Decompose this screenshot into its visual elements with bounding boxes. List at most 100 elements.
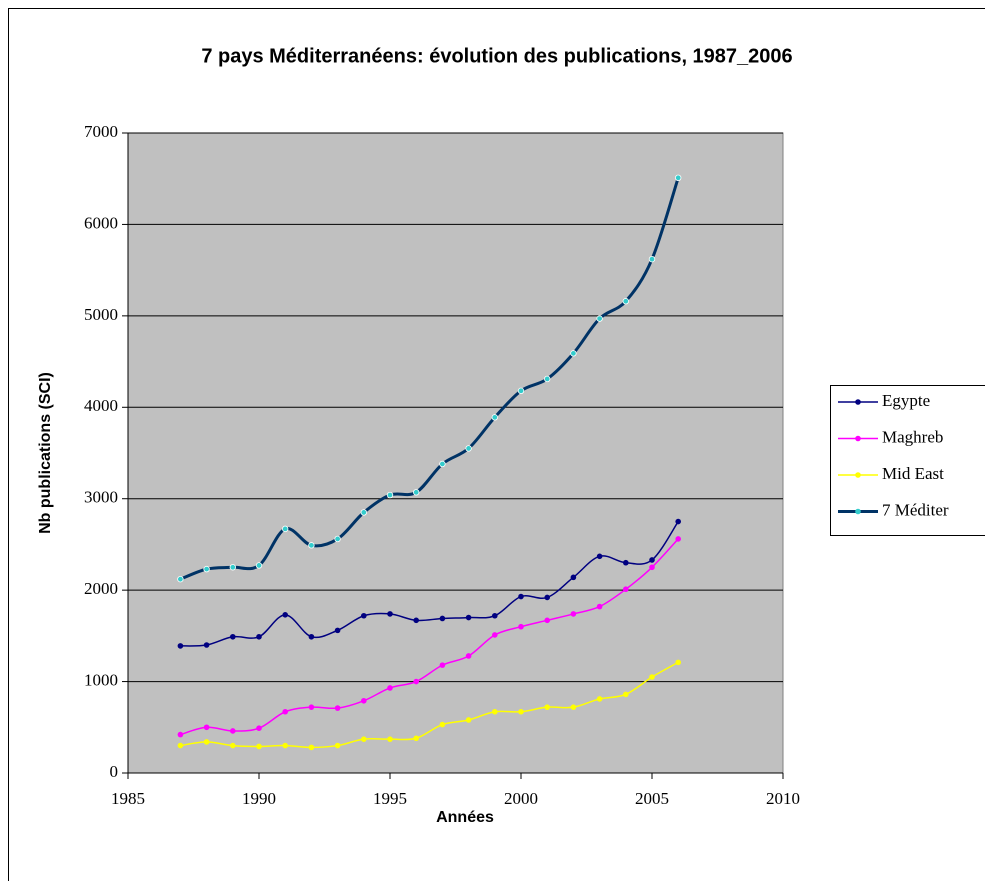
- y-tick-label: 4000: [84, 396, 118, 415]
- data-point: [492, 632, 498, 638]
- y-tick-label: 2000: [84, 579, 118, 598]
- legend-label: Maghreb: [882, 427, 943, 446]
- data-point: [623, 691, 629, 698]
- legend-marker: [855, 435, 861, 442]
- data-point: [334, 535, 341, 543]
- data-point: [387, 736, 393, 742]
- data-point: [517, 387, 525, 395]
- y-axis-label: Nb publications (SCI): [37, 372, 54, 534]
- data-point: [413, 678, 420, 685]
- data-point: [361, 612, 367, 619]
- data-point: [256, 633, 262, 640]
- data-point: [177, 575, 184, 583]
- data-point: [491, 414, 498, 421]
- data-point: [439, 662, 446, 668]
- data-point: [413, 617, 420, 624]
- data-point: [675, 174, 682, 181]
- x-tick-label: 1995: [373, 789, 407, 808]
- data-point: [518, 708, 524, 715]
- y-tick-label: 5000: [84, 305, 118, 324]
- data-point: [177, 742, 184, 749]
- data-point: [230, 633, 236, 640]
- data-point: [282, 708, 289, 715]
- y-tick-label: 1000: [84, 670, 118, 689]
- x-tick-label: 2010: [766, 789, 800, 808]
- data-point: [282, 525, 289, 533]
- data-point: [256, 725, 262, 731]
- data-point: [649, 674, 655, 680]
- data-point: [465, 653, 472, 659]
- y-tick-label: 7000: [84, 122, 118, 141]
- data-point: [649, 557, 655, 563]
- data-point: [439, 721, 446, 728]
- data-point: [229, 564, 236, 571]
- legend-label: Egypte: [882, 391, 930, 410]
- data-point: [230, 742, 236, 749]
- data-point: [675, 536, 681, 542]
- data-point: [360, 509, 367, 516]
- data-point: [308, 542, 315, 549]
- x-tick-label: 1985: [111, 789, 145, 808]
- legend-marker: [855, 472, 861, 478]
- data-point: [596, 315, 603, 322]
- data-point: [439, 615, 446, 622]
- data-point: [544, 375, 551, 383]
- data-point: [282, 612, 289, 618]
- data-point: [177, 643, 184, 649]
- data-point: [596, 603, 603, 610]
- legend-label: 7 Méditer: [882, 500, 949, 519]
- data-point: [492, 612, 498, 619]
- data-point: [308, 704, 315, 710]
- data-point: [308, 633, 315, 640]
- x-axis-label: Années: [436, 809, 494, 826]
- chart-title: 7 pays Méditerranéens: évolution des pub…: [201, 45, 792, 67]
- data-point: [386, 491, 394, 499]
- data-point: [334, 742, 341, 749]
- legend-marker: [855, 399, 861, 405]
- plot-area: [127, 132, 784, 774]
- data-point: [648, 255, 656, 263]
- data-point: [570, 574, 577, 581]
- data-point: [413, 735, 420, 742]
- data-point: [623, 586, 629, 593]
- data-point: [649, 564, 655, 571]
- data-point: [518, 623, 524, 630]
- data-point: [387, 685, 393, 691]
- data-point: [465, 614, 472, 621]
- data-point: [465, 445, 472, 452]
- data-point: [570, 704, 577, 710]
- y-tick-label: 3000: [84, 488, 118, 507]
- data-point: [177, 731, 184, 738]
- data-point: [623, 559, 629, 566]
- data-point: [308, 744, 315, 751]
- data-point: [334, 705, 341, 711]
- data-point: [361, 697, 367, 704]
- x-tick-label: 1990: [242, 789, 276, 808]
- data-point: [255, 562, 263, 569]
- data-point: [230, 728, 236, 734]
- data-point: [675, 518, 681, 525]
- data-point: [622, 298, 629, 305]
- data-point: [203, 565, 210, 573]
- data-point: [334, 627, 341, 634]
- legend-label: Mid East: [882, 464, 944, 483]
- data-point: [596, 553, 603, 560]
- data-point: [282, 742, 289, 749]
- data-point: [465, 717, 472, 723]
- data-point: [596, 696, 603, 702]
- data-point: [518, 593, 524, 600]
- data-point: [256, 743, 262, 750]
- y-tick-label: 0: [110, 762, 119, 781]
- data-point: [361, 736, 367, 742]
- data-point: [492, 708, 498, 715]
- data-point: [544, 704, 550, 710]
- data-point: [570, 611, 577, 617]
- legend-marker: [855, 508, 861, 515]
- x-tick-label: 2000: [504, 789, 538, 808]
- data-point: [675, 659, 681, 666]
- data-point: [203, 724, 210, 731]
- data-point: [544, 617, 550, 624]
- y-tick-label: 6000: [84, 213, 118, 232]
- data-point: [544, 594, 550, 601]
- data-point: [203, 739, 210, 745]
